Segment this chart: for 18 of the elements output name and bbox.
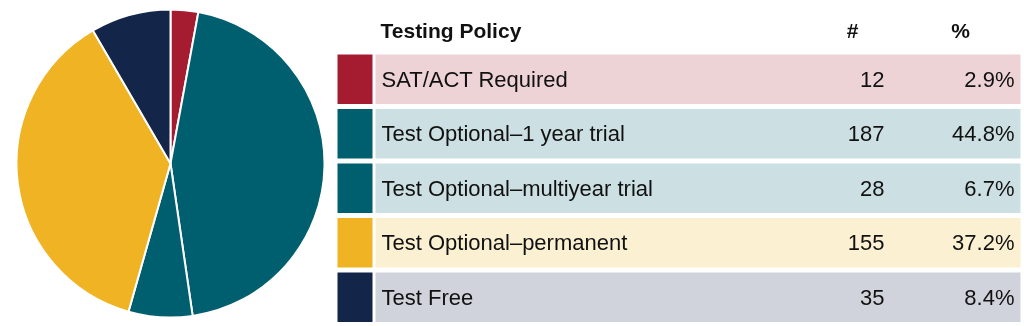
text: 35 <box>860 284 885 310</box>
text: % <box>951 19 971 42</box>
legend-label: Test Optional–1 year trial <box>381 121 625 147</box>
legend-label: Test Optional–multiyear trial <box>381 175 653 201</box>
data-label: 44.8% <box>952 121 1015 147</box>
legend-label: SAT/ACT Required <box>381 66 568 92</box>
data-label: 2.9% <box>964 66 1015 92</box>
text: 12 <box>860 66 885 92</box>
text: 155 <box>847 230 885 256</box>
legend-label: Test Optional–permanent <box>381 230 628 256</box>
legend-title: Testing Policy <box>380 19 522 42</box>
data-label: 8.4% <box>964 284 1015 310</box>
data-label: 37.2% <box>952 230 1015 256</box>
legend-label: Test Free <box>381 284 474 310</box>
text: # <box>846 19 859 42</box>
text: 28 <box>860 175 885 201</box>
text: 187 <box>847 121 885 147</box>
data-label: 6.7% <box>964 175 1015 201</box>
